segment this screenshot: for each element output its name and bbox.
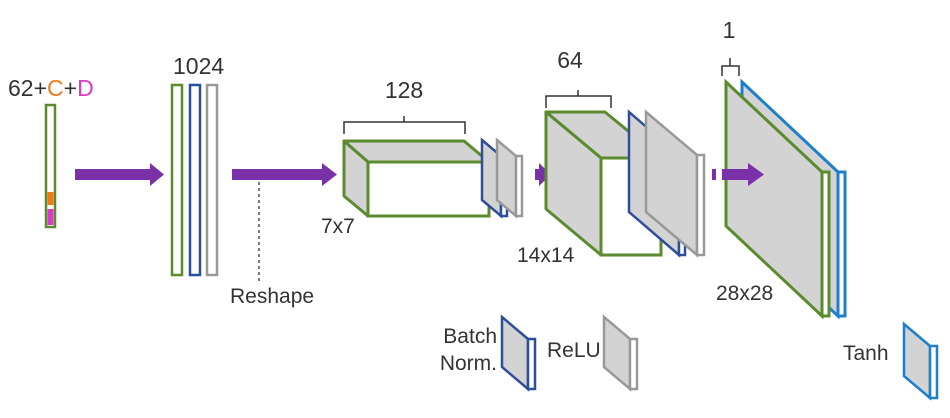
legend-batchnorm-line2: Norm.: [440, 352, 497, 375]
arrow-block2-to-block3: [712, 169, 716, 180]
arrow-into-block3: [722, 163, 764, 186]
input-plus-text: +: [64, 75, 77, 101]
block2-channels-brace: [545, 90, 612, 108]
input-c-text: C: [47, 75, 64, 101]
block3-channels-label: 1: [723, 17, 736, 43]
block1-channels-label: 128: [385, 77, 423, 103]
block1-relu: [495, 137, 524, 219]
legend-batchnorm-icon: [500, 314, 537, 392]
block3-channels-brace: [721, 58, 740, 76]
legend-tanh-label: Tanh: [843, 342, 889, 365]
legend-relu-icon: [602, 314, 639, 392]
input-base-text: 62+: [8, 75, 47, 101]
legend-relu-label: ReLU: [547, 339, 601, 362]
arrow-input-to-dense: [75, 163, 164, 186]
input-vector: [44, 103, 57, 229]
input-d-text: D: [77, 75, 94, 101]
dense-units-label: 1024: [173, 53, 224, 79]
block2-channels-label: 64: [557, 47, 583, 73]
dense-layer: [170, 83, 219, 277]
arrow-dense-to-reshape: [232, 163, 337, 186]
block2-relu: [644, 109, 706, 258]
input-size-label: 62+C+D: [8, 75, 94, 101]
block3-size-label: 28x28: [716, 282, 773, 305]
legend-tanh-icon: [902, 321, 939, 401]
block1-channels-brace: [343, 116, 466, 134]
block2-size-label: 14x14: [517, 244, 575, 267]
reshape-label: Reshape: [230, 285, 314, 308]
block1-volume: [342, 139, 491, 218]
legend-batchnorm-line1: Batch: [443, 325, 497, 348]
block1-size-label: 7x7: [321, 215, 355, 238]
